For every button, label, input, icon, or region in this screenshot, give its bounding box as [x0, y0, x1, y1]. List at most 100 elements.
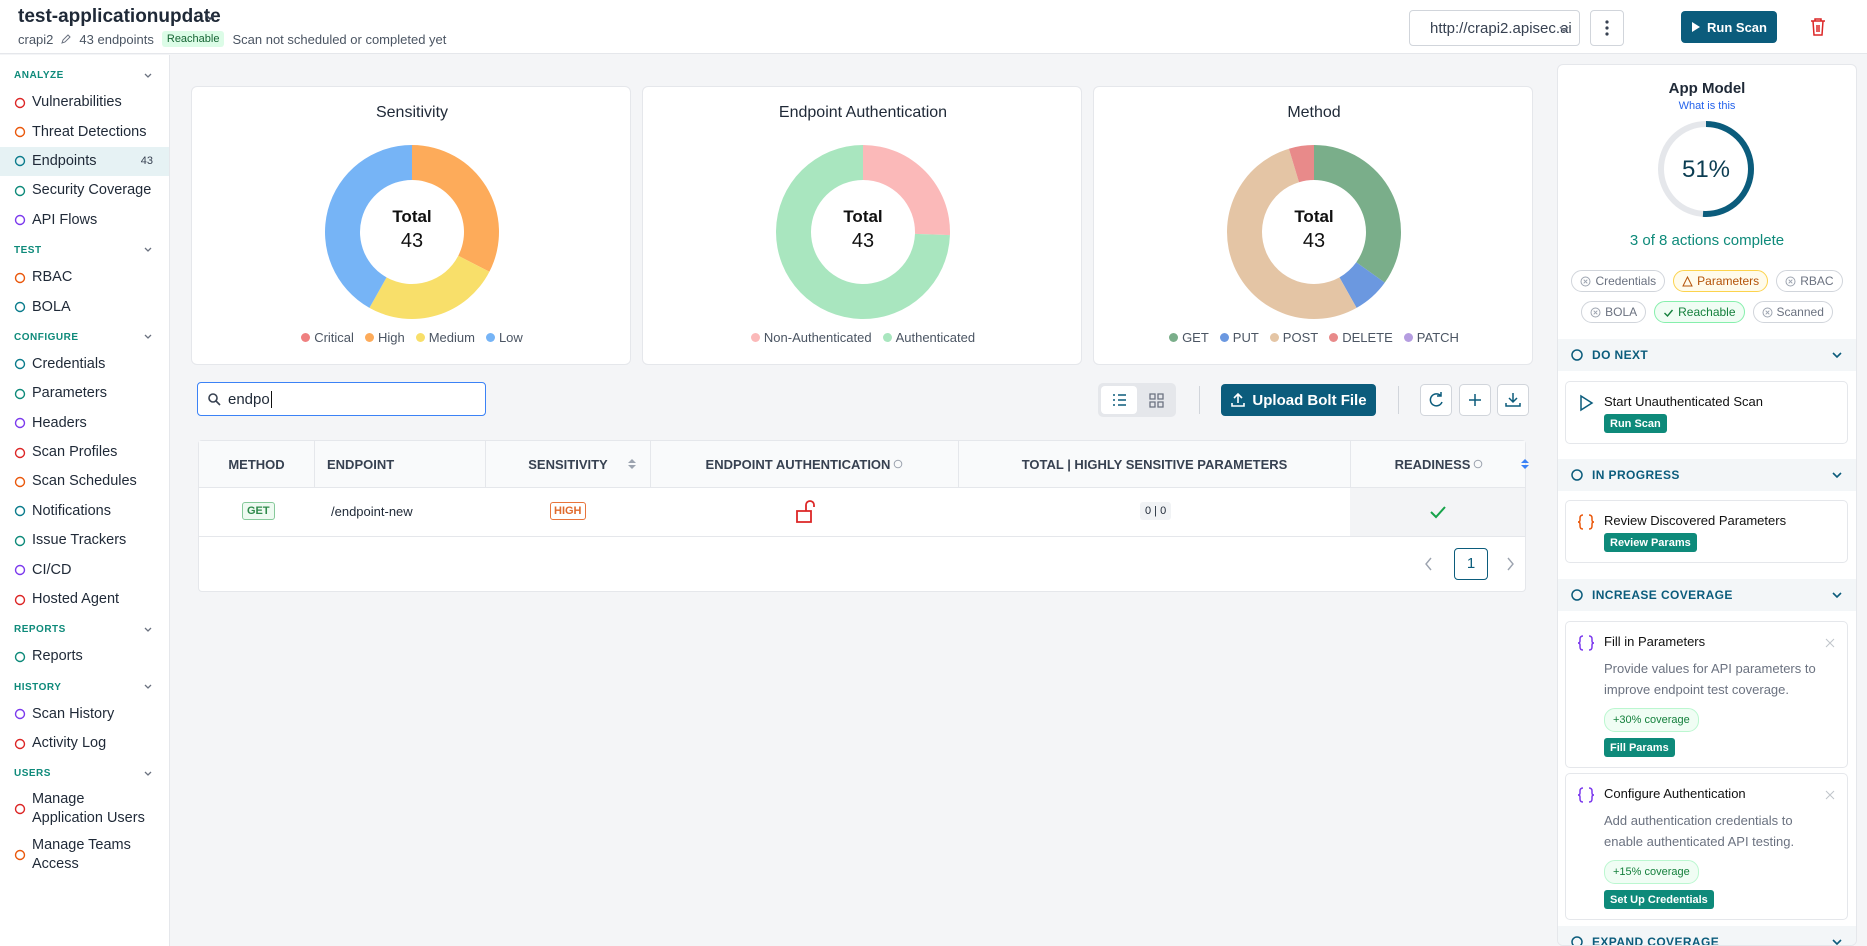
nav-icon — [14, 388, 26, 400]
donut-segment — [412, 145, 499, 272]
legend-swatch — [415, 333, 425, 342]
chart-title: Sensitivity — [375, 104, 449, 121]
chevron — [144, 771, 152, 776]
section-header[interactable]: INCREASE COVERAGE — [1558, 579, 1856, 611]
section-header[interactable]: IN PROGRESS — [1558, 459, 1856, 491]
section-title: DO NEXT — [1592, 348, 1649, 362]
nav-item[interactable]: Scan Schedules — [0, 467, 169, 496]
icon-shape — [14, 564, 26, 576]
run-scan-button[interactable]: Run Scan — [1681, 11, 1777, 43]
edit-icon[interactable] — [61, 34, 72, 44]
app-title[interactable]: test-applicationupdate — [18, 6, 221, 27]
nav-item[interactable]: CI/CD — [0, 555, 169, 584]
nav-item[interactable]: Headers — [0, 409, 169, 438]
x-shape — [1825, 638, 1835, 648]
chip-icon — [1785, 276, 1796, 286]
pagination — [1425, 557, 1514, 571]
chip-icon — [1664, 309, 1674, 317]
legend-swatch — [1219, 333, 1229, 342]
section-header[interactable]: EXPAND COVERAGE — [1558, 926, 1856, 945]
card-button-wrap: Run Scan — [1604, 414, 1837, 433]
actions-summary: 3 of 8 actions complete — [1629, 232, 1785, 249]
chip-label: Credentials — [1595, 274, 1657, 288]
unlocked-icon — [796, 500, 815, 523]
card-button-wrap: Review Params — [1604, 533, 1837, 552]
card-button[interactable]: Run Scan — [1604, 414, 1667, 433]
legend-label: DELETE — [1342, 330, 1393, 345]
section-icon-shape — [1571, 589, 1583, 601]
upload-button[interactable]: Upload Bolt File — [1221, 384, 1376, 416]
url: http://crapi2.apisec.ai — [1430, 20, 1572, 37]
icon-shape — [14, 447, 26, 458]
ring-label: 51% — [1682, 156, 1730, 183]
icon-shape — [14, 476, 26, 488]
delete-icon[interactable] — [1809, 17, 1827, 37]
nav-icon — [14, 359, 26, 370]
nav-item[interactable]: Security Coverage — [0, 176, 169, 205]
nav-item[interactable]: Hosted Agent — [0, 585, 169, 614]
legend-item: Authenticated — [882, 330, 975, 345]
sidebar-heading: REPORTS — [0, 617, 169, 642]
nav-icon — [14, 804, 26, 815]
nav-label: Security Coverage — [32, 182, 152, 199]
legend-swatch — [1269, 333, 1279, 342]
nav-item[interactable]: Manage Application Users — [0, 786, 169, 832]
nav-item[interactable]: Scan Profiles — [0, 438, 169, 467]
nav-item[interactable]: Parameters — [0, 379, 169, 408]
card-button-wrap: Fill Params — [1604, 738, 1837, 757]
list-view[interactable] — [1101, 386, 1137, 414]
nav-item[interactable]: Manage Teams Access — [0, 832, 169, 878]
sort-shape — [628, 459, 636, 469]
nav-item[interactable]: Scan History — [0, 700, 169, 729]
legend-item: Low — [485, 330, 523, 345]
nav-count: 43 — [140, 154, 153, 167]
panel-link[interactable]: What is this — [1678, 100, 1736, 112]
nav-icon — [14, 301, 26, 313]
search-text: endpo — [228, 391, 270, 408]
card-button[interactable]: Review Params — [1604, 533, 1697, 552]
nav-item[interactable]: RBAC — [0, 263, 169, 292]
section-header[interactable]: DO NEXT — [1558, 339, 1856, 371]
chevron — [144, 73, 152, 78]
nav-label: Parameters — [32, 385, 107, 402]
nav-item[interactable]: BOLA — [0, 292, 169, 321]
nav-item[interactable]: Issue Trackers — [0, 526, 169, 555]
card-button[interactable]: Fill Params — [1604, 738, 1675, 757]
subheader: crapi2 43 endpoints Reachable Scan not s… — [18, 31, 446, 47]
legend-swatch — [301, 333, 311, 342]
card-button[interactable]: Set Up Credentials — [1604, 890, 1714, 909]
table-row[interactable]: GET/endpoint-new HIGH 0 | 0 — [199, 488, 1525, 537]
status-chip: RBAC — [1776, 270, 1843, 292]
nav-item[interactable]: Notifications — [0, 497, 169, 526]
nav-item[interactable]: Credentials — [0, 350, 169, 379]
more-menu[interactable] — [1590, 10, 1624, 46]
chip-icon — [1762, 307, 1772, 317]
info-shape — [1474, 459, 1483, 469]
chart-title: Endpoint Authentication — [778, 104, 948, 121]
legend-label: Non-Authenticated — [763, 330, 872, 345]
heading-text: CONFIGURE — [14, 331, 79, 343]
search-icon — [208, 393, 221, 406]
nav-item[interactable]: Reports — [0, 642, 169, 671]
nav-item[interactable]: Endpoints 43 — [0, 146, 169, 177]
url-select[interactable]: http://crapi2.apisec.ai — [1409, 10, 1580, 46]
icon-shape — [14, 709, 26, 720]
icon-shape — [14, 126, 26, 138]
refresh-button[interactable] — [1420, 384, 1452, 416]
column-header: SENSITIVITY — [485, 441, 650, 488]
card-icon-shape — [1577, 787, 1595, 803]
legend-item: DELETE — [1329, 330, 1393, 345]
action-card: Configure Authentication Add authenticati… — [1565, 773, 1848, 920]
icon-shape — [14, 738, 26, 749]
nav-label: Manage Teams Access — [32, 837, 131, 873]
nav-item[interactable]: API Flows — [0, 206, 169, 235]
title-chevron[interactable] — [203, 10, 217, 24]
nav-item[interactable]: Activity Log — [0, 729, 169, 758]
grid-view[interactable] — [1138, 386, 1174, 414]
page-number[interactable]: 1 — [1454, 548, 1488, 580]
nav-item[interactable]: Vulnerabilities — [0, 88, 169, 117]
search-input[interactable]: endpo — [197, 382, 486, 416]
nav-item[interactable]: Threat Detections — [0, 117, 169, 146]
sort-shape — [1521, 459, 1529, 469]
